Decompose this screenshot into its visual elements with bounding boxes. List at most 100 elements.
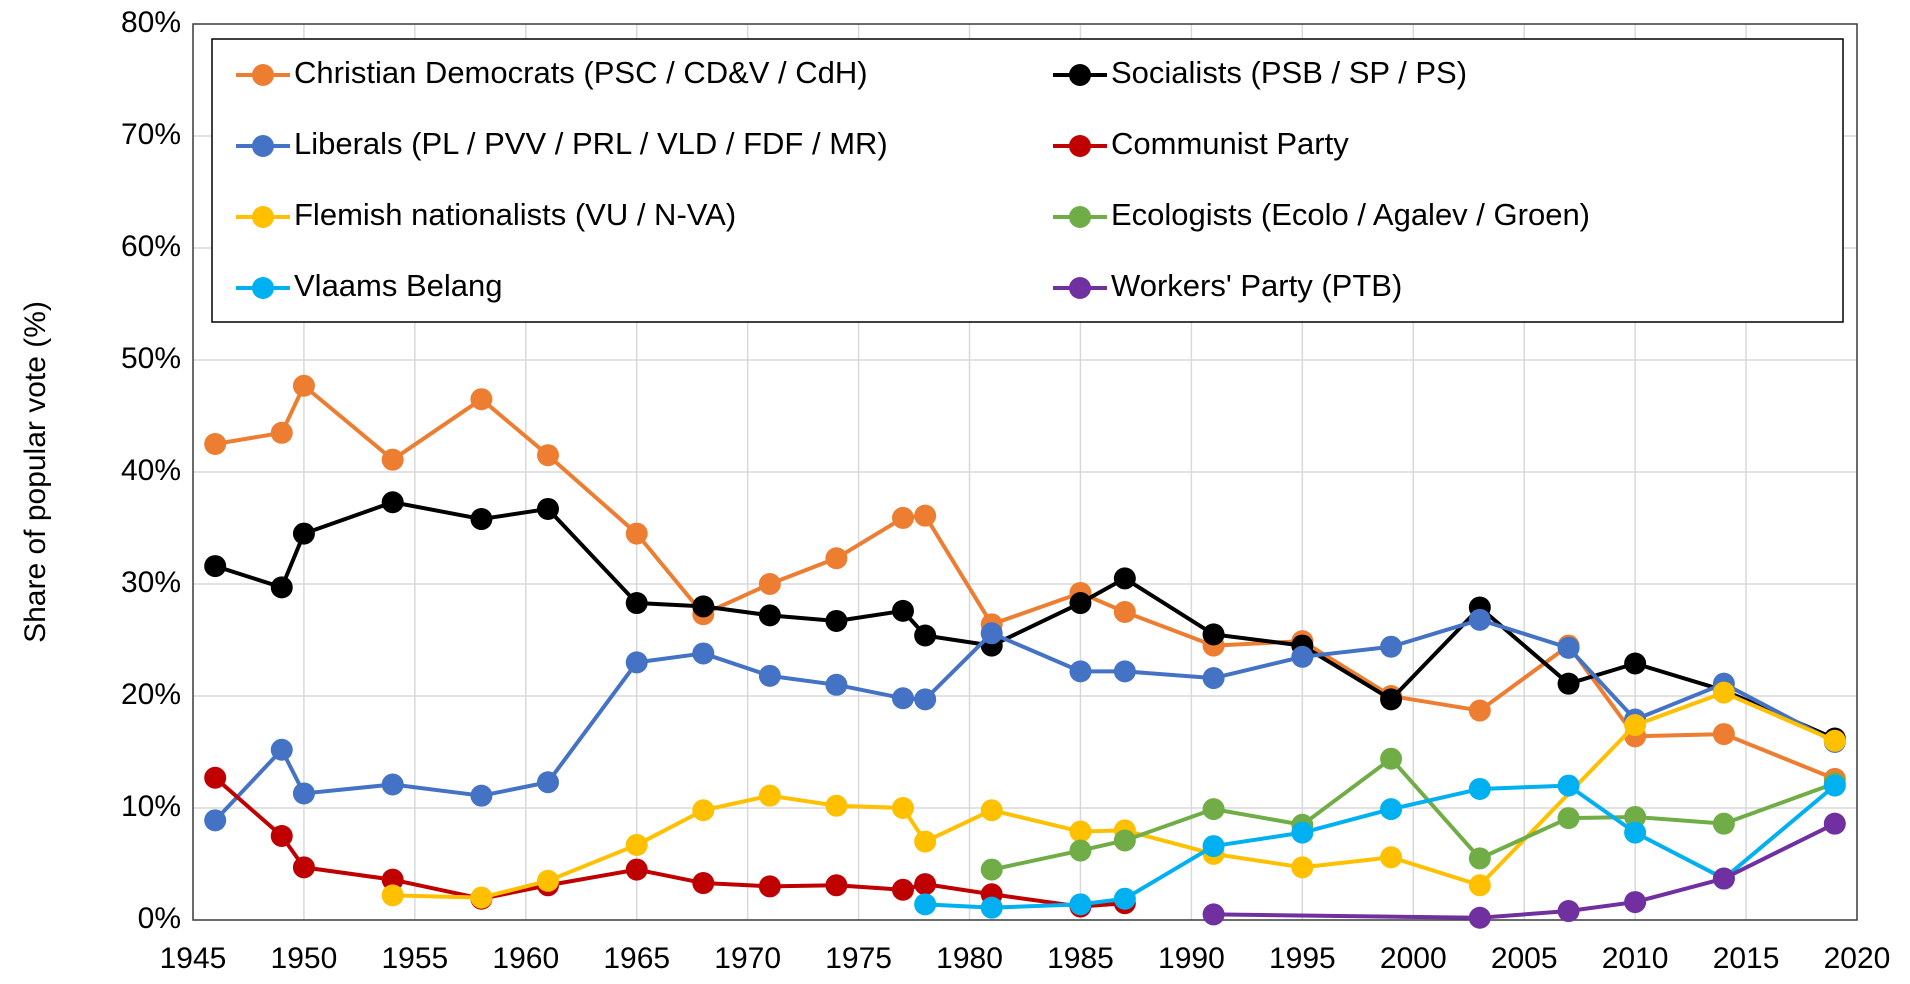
data-point bbox=[1624, 714, 1647, 737]
data-point bbox=[625, 651, 648, 674]
data-point bbox=[625, 522, 648, 545]
data-point bbox=[381, 868, 404, 891]
legend-label: Liberals (PL / PVV / PRL / VLD / FDF / M… bbox=[294, 126, 888, 161]
legend-marker bbox=[1069, 277, 1091, 299]
data-point bbox=[914, 688, 937, 711]
x-tick-label: 2005 bbox=[1491, 942, 1558, 975]
data-point bbox=[1468, 777, 1491, 800]
data-point bbox=[1624, 891, 1647, 914]
data-point bbox=[758, 784, 781, 807]
series-line bbox=[213, 617, 1836, 822]
legend-label: Workers' Party (PTB) bbox=[1111, 268, 1402, 303]
y-axis-label: Share of popular vote (%) bbox=[19, 301, 52, 643]
data-point bbox=[914, 504, 937, 527]
data-point bbox=[1069, 820, 1092, 843]
data-point bbox=[1069, 592, 1092, 615]
data-point bbox=[1291, 856, 1314, 879]
data-point bbox=[381, 448, 404, 471]
data-point bbox=[1291, 645, 1314, 668]
data-point bbox=[292, 856, 315, 879]
data-point bbox=[292, 782, 315, 805]
data-point bbox=[536, 771, 559, 794]
data-point bbox=[980, 858, 1003, 881]
x-tick-label: 1955 bbox=[381, 942, 448, 975]
legend-label: Socialists (PSB / SP / PS) bbox=[1111, 55, 1467, 90]
legend-marker bbox=[252, 277, 274, 299]
data-point bbox=[758, 573, 781, 595]
data-point bbox=[891, 797, 914, 819]
data-point bbox=[625, 592, 648, 615]
legend-label: Communist Party bbox=[1111, 126, 1349, 161]
data-point bbox=[914, 624, 937, 647]
data-point bbox=[204, 433, 227, 455]
plot-border bbox=[192, 23, 1858, 921]
x-tick-label: 1995 bbox=[1269, 942, 1336, 975]
data-point bbox=[470, 388, 493, 411]
data-point bbox=[1202, 623, 1225, 646]
data-point bbox=[1202, 903, 1225, 926]
data-point bbox=[1113, 601, 1136, 623]
data-point bbox=[758, 604, 781, 627]
data-point bbox=[270, 825, 293, 847]
y-tick-label: 40% bbox=[121, 454, 181, 487]
data-point bbox=[758, 664, 781, 687]
data-point bbox=[825, 673, 848, 696]
data-point bbox=[692, 872, 715, 895]
x-tick-label: 2015 bbox=[1713, 942, 1780, 975]
data-point bbox=[1069, 660, 1092, 683]
data-point bbox=[1380, 635, 1403, 658]
data-point bbox=[1557, 774, 1580, 797]
data-point bbox=[914, 830, 937, 853]
data-point bbox=[1557, 900, 1580, 923]
series-line bbox=[925, 783, 1837, 910]
legend-marker bbox=[1069, 135, 1091, 157]
data-point bbox=[1069, 839, 1092, 862]
series-line bbox=[392, 690, 1836, 900]
y-tick-label: 10% bbox=[121, 790, 181, 823]
y-tick-label: 80% bbox=[121, 6, 181, 39]
data-point bbox=[1380, 747, 1403, 770]
data-point bbox=[825, 609, 848, 632]
legend-label: Christian Democrats (PSC / CD&V / CdH) bbox=[294, 55, 868, 90]
data-point bbox=[1468, 847, 1491, 870]
data-point bbox=[536, 869, 559, 892]
data-point bbox=[825, 794, 848, 817]
series-line bbox=[214, 383, 1836, 781]
x-tick-label: 1970 bbox=[714, 942, 781, 975]
legend-marker bbox=[252, 64, 274, 86]
data-point bbox=[1113, 660, 1136, 683]
x-tick-label: 2000 bbox=[1380, 942, 1447, 975]
data-point bbox=[980, 622, 1003, 645]
data-point bbox=[1624, 652, 1647, 675]
legend-marker bbox=[252, 135, 274, 157]
series-line bbox=[214, 500, 1836, 741]
legend-label: Flemish nationalists (VU / N-VA) bbox=[294, 197, 736, 232]
x-tick-label: 2010 bbox=[1602, 942, 1669, 975]
x-tick-label: 1975 bbox=[825, 942, 892, 975]
y-tick-label: 0% bbox=[138, 902, 181, 935]
data-point bbox=[1202, 835, 1225, 858]
data-point bbox=[1468, 608, 1491, 631]
x-tick-label: 1950 bbox=[271, 942, 338, 975]
data-point bbox=[1557, 807, 1580, 830]
data-point bbox=[381, 884, 404, 907]
data-point bbox=[1380, 688, 1403, 711]
data-point bbox=[292, 522, 315, 545]
data-point bbox=[1113, 829, 1136, 852]
x-tick-label: 1965 bbox=[603, 942, 670, 975]
data-point bbox=[1624, 821, 1647, 844]
data-point bbox=[914, 873, 937, 896]
y-tick-label: 70% bbox=[121, 118, 181, 151]
data-point bbox=[1468, 906, 1491, 929]
data-point bbox=[1202, 798, 1225, 821]
data-point bbox=[625, 858, 648, 881]
data-point bbox=[1712, 681, 1735, 704]
data-point bbox=[1823, 812, 1846, 835]
data-point bbox=[980, 799, 1003, 822]
y-tick-label: 30% bbox=[121, 566, 181, 599]
legend-label: Ecologists (Ecolo / Agalev / Groen) bbox=[1111, 197, 1590, 232]
data-point bbox=[204, 809, 227, 832]
data-point bbox=[470, 508, 493, 531]
y-tick-label: 50% bbox=[121, 342, 181, 375]
